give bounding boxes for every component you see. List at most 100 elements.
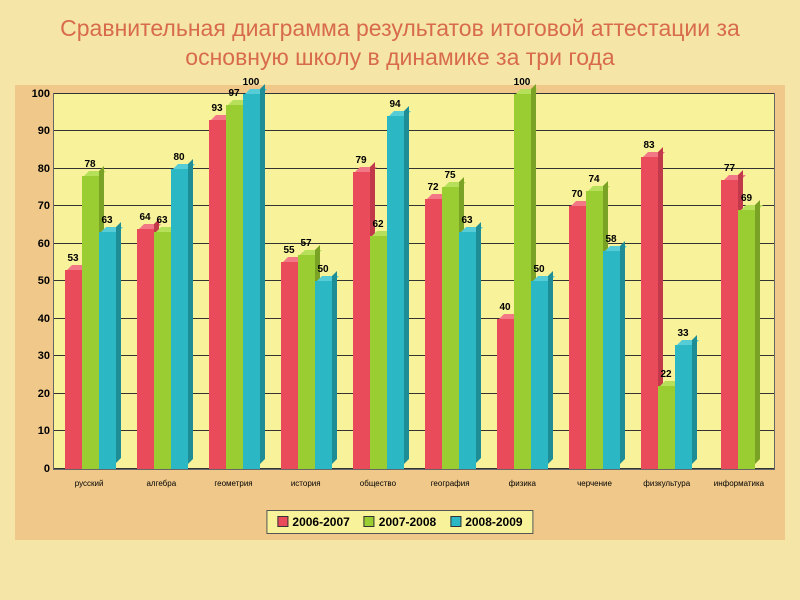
bar: 69 [738,210,755,469]
bar-side [404,106,409,464]
bar-value-label: 50 [533,264,544,275]
bar-wrap: 93 [209,94,226,469]
legend-item: 2007-2008 [364,515,436,529]
bar-wrap: 62 [370,94,387,469]
bar-side [692,335,697,464]
bar-value-label: 40 [499,302,510,313]
bar-value-label: 75 [444,170,455,181]
x-tick-label: алгебра [125,475,197,488]
bar: 94 [387,116,404,469]
bar-wrap: 75 [442,94,459,469]
bar: 75 [442,187,459,468]
bar: 70 [569,206,586,469]
bar-wrap: 78 [82,94,99,469]
bar-wrap: 53 [65,94,82,469]
bar-value-label: 63 [156,215,167,226]
bar-value-label: 97 [228,88,239,99]
bar-side [116,222,121,463]
bar: 100 [243,94,260,469]
legend-swatch [450,516,461,527]
bar-side [260,84,265,464]
bar: 50 [531,281,548,469]
bar: 100 [514,94,531,469]
bar-value-label: 78 [84,159,95,170]
bar-value-label: 79 [355,155,366,166]
bar-wrap: 69 [738,94,755,469]
bar-group: 796294 [342,94,414,469]
bar-side [548,271,553,464]
bar-value-label: 62 [372,219,383,230]
bar-value-label: 69 [741,193,752,204]
legend-label: 2008-2009 [465,515,522,529]
bar: 55 [281,262,298,468]
bar-group: 77 69 [702,94,774,469]
bar-value-label: 53 [67,253,78,264]
bar: 58 [603,251,620,469]
bar-group: 537863 [54,94,126,469]
legend-swatch [364,516,375,527]
bar-wrap: 64 [137,94,154,469]
bar-wrap: 50 [315,94,332,469]
bar-value-label: 50 [317,264,328,275]
bar-value-label: 74 [588,174,599,185]
bar-wrap: 57 [298,94,315,469]
x-tick-label: география [414,475,486,488]
bar-side [188,159,193,464]
y-tick-label: 20 [38,388,50,400]
bar-wrap: 70 [569,94,586,469]
bar-value-label: 94 [389,99,400,110]
bar: 83 [641,157,658,468]
legend: 2006-2007 2007-2008 2008-2009 [266,510,533,534]
y-tick-label: 60 [38,238,50,250]
bar-value-label: 100 [514,77,531,88]
bar-value-label: 80 [173,152,184,163]
bar: 79 [353,172,370,468]
bar-wrap: 80 [171,94,188,469]
bar-value-label: 33 [677,328,688,339]
bar-wrap: 97 [226,94,243,469]
x-tick-label: общество [342,475,414,488]
bar-wrap: 74 [586,94,603,469]
bar-value-label: 77 [724,163,735,174]
bar: 53 [65,270,82,469]
y-tick-label: 100 [32,88,50,100]
bar-value-label: 70 [571,189,582,200]
bar: 72 [425,199,442,469]
y-tick-label: 30 [38,350,50,362]
bar-value-label: 63 [101,215,112,226]
bar-side [476,222,481,463]
bar: 78 [82,176,99,469]
bar-side [332,271,337,464]
plot-area: 0102030405060708090100537863646380939710… [53,93,775,470]
x-tick-label: информатика [703,475,775,488]
bar-value-label: 22 [660,369,671,380]
legend-label: 2006-2007 [292,515,349,529]
x-tick-label: черчение [558,475,630,488]
bar: 33 [675,345,692,469]
bar-side [620,241,625,464]
bar-value-label: 55 [283,245,294,256]
y-tick-label: 70 [38,200,50,212]
bar: 80 [171,169,188,469]
bar-wrap: 100 [243,94,260,469]
x-axis-labels: русскийалгебрагеометрияисторияобществоге… [53,475,775,488]
bar-wrap: 22 [658,94,675,469]
bar-value-label: 57 [300,238,311,249]
bar-wrap: 40 [497,94,514,469]
bar-group: 646380 [126,94,198,469]
bar-value-label: 100 [243,77,260,88]
bar-wrap: 83 [641,94,658,469]
legend-item: 2008-2009 [450,515,522,529]
bar: 50 [315,281,332,469]
bar-group: 9397100 [198,94,270,469]
bar: 64 [137,229,154,469]
bar-wrap: 33 [675,94,692,469]
legend-swatch [277,516,288,527]
page-title: Сравнительная диаграмма результатов итог… [0,0,800,80]
bar-group: 55 57 50 [270,94,342,469]
bar: 97 [226,105,243,469]
bar-value-label: 64 [139,212,150,223]
bar-wrap: 55 [281,94,298,469]
bar-group: 8322 33 [630,94,702,469]
legend-item: 2006-2007 [277,515,349,529]
